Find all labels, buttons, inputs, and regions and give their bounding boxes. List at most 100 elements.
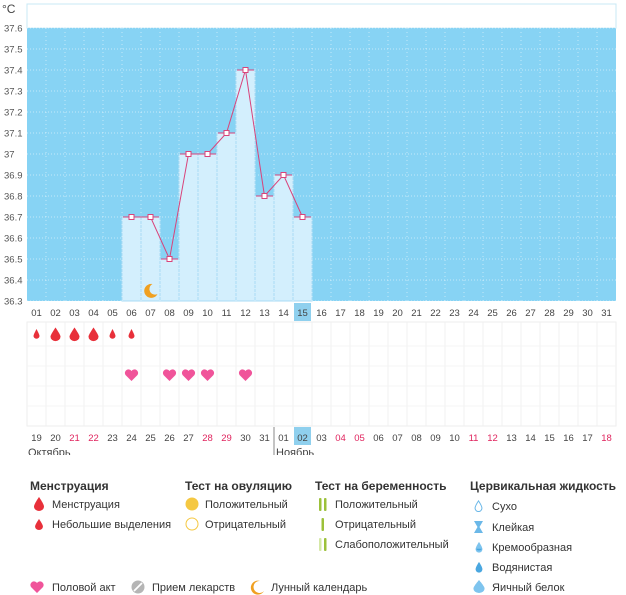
pill-icon — [131, 580, 145, 594]
temperature-bar — [235, 69, 256, 302]
legend-pregnancy-faint-item: Слабоположительный — [335, 539, 449, 551]
cycle-day-label: 30 — [582, 308, 593, 319]
temperature-bar — [178, 153, 199, 302]
plot-background — [27, 28, 616, 301]
cycle-day-label: 15 — [297, 308, 308, 319]
calendar-date-label: 12 — [487, 433, 498, 444]
legend-moon-item: Лунный календарь — [271, 582, 368, 594]
sticky-icon — [474, 521, 483, 533]
calendar-date-label: 10 — [449, 433, 460, 444]
calendar-date-label: 25 — [145, 433, 156, 444]
cycle-day-label: 08 — [164, 308, 175, 319]
month-label: Ноябрь — [276, 447, 314, 455]
calendar-date-label: 11 — [469, 433, 479, 444]
heart-icon — [200, 369, 215, 381]
legend-cervical-eggwhite-item: Яичный белок — [492, 582, 565, 594]
cycle-day-label: 24 — [468, 308, 479, 319]
pregnancy-negative-icon — [321, 518, 324, 531]
y-tick-label: 37.4 — [4, 66, 23, 77]
calendar-date-label: 19 — [31, 433, 42, 444]
cycle-day-label: 22 — [430, 308, 441, 319]
calendar-date-label: 28 — [202, 433, 213, 444]
pregnancy-positive-icon — [319, 498, 327, 511]
spotting-drop-icon — [128, 329, 135, 339]
legend-intercourse-item: Половой акт — [52, 582, 116, 594]
calendar-date-label: 20 — [50, 433, 61, 444]
calendar-date-label: 04 — [335, 433, 346, 444]
moon-icon — [250, 580, 264, 595]
cycle-day-label: 02 — [50, 308, 61, 319]
y-tick-label: 37.5 — [4, 45, 23, 56]
y-tick-label: 36.6 — [4, 234, 23, 245]
calendar-date-label: 21 — [69, 433, 80, 444]
cycle-day-label: 14 — [278, 308, 289, 319]
menstruation-drop-icon — [69, 327, 80, 342]
calendar-date-label: 14 — [525, 433, 536, 444]
cycle-day-label: 03 — [69, 308, 80, 319]
ovulation-positive-icon — [185, 497, 199, 511]
calendar-date-label: 23 — [107, 433, 118, 444]
temperature-point — [261, 193, 268, 199]
y-tick-label: 37.1 — [4, 129, 23, 140]
calendar-date-label: 22 — [88, 433, 99, 444]
temperature-bar — [216, 132, 237, 302]
current-date-highlight — [294, 427, 311, 445]
cycle-day-label: 09 — [183, 308, 194, 319]
calendar-date-label: 13 — [506, 433, 517, 444]
temperature-point — [166, 256, 173, 262]
calendar-date-label: 27 — [183, 433, 194, 444]
y-axis-unit: °C — [2, 2, 16, 16]
heart-icon — [162, 369, 177, 381]
current-day-highlight — [294, 303, 311, 321]
cycle-day-label: 13 — [259, 308, 270, 319]
legend-cervical-sticky-item: Клейкая — [492, 522, 535, 534]
cycle-day-label: 17 — [335, 308, 346, 319]
temperature-line — [131, 69, 303, 261]
egg-white-drop-icon — [473, 580, 485, 593]
temperature-bar — [273, 174, 294, 302]
temperature-point — [185, 151, 192, 157]
y-tick-label: 36.7 — [4, 213, 23, 224]
temperature-point — [204, 151, 211, 157]
legend-pregnancy-negative-item: Отрицательный — [335, 519, 416, 531]
cycle-day-label: 12 — [240, 308, 251, 319]
cycle-day-label: 28 — [544, 308, 555, 319]
bbt-chart: °C 37.6 37.5 37.4 37.3 37.2 37.1 37 36.9 36.8 36.7… — [2, 2, 617, 455]
legend-cervical-creamy-item: Кремообразная — [492, 542, 573, 554]
temperature-point — [223, 130, 230, 136]
cycle-day-label: 01 — [31, 308, 42, 319]
temperature-point — [299, 214, 306, 220]
calendar-date-label: 05 — [354, 433, 365, 444]
heart-icon — [30, 581, 44, 593]
legend-cervical-watery-item: Водянистая — [492, 562, 553, 574]
pregnancy-faint-icon — [319, 538, 327, 551]
y-tick-label: 37 — [4, 150, 15, 161]
temperature-bar — [197, 153, 218, 302]
calendar-date-label: 15 — [544, 433, 555, 444]
plot-top-area — [26, 3, 617, 29]
heart-icon — [238, 369, 253, 381]
temperature-bar — [254, 195, 275, 302]
cycle-day-label: 07 — [145, 308, 156, 319]
legend-ovulation-negative-item: Отрицательный — [205, 519, 286, 531]
moon-icon — [144, 283, 158, 298]
small-drop-icon — [35, 519, 43, 530]
calendar-date-label: 08 — [411, 433, 422, 444]
drop-icon — [34, 497, 44, 511]
calendar-date-label: 29 — [221, 433, 232, 444]
legend-medication-item: Прием лекарств — [152, 582, 236, 594]
calendar-date-label: 31 — [259, 433, 270, 444]
menstruation-drop-icon — [88, 327, 99, 342]
legend-menstruation-title: Менструация — [30, 479, 109, 493]
cycle-day-label: 23 — [449, 308, 460, 319]
cycle-day-label: 16 — [316, 308, 327, 319]
legend-pregnancy-title: Тест на беременность — [315, 479, 447, 493]
cycle-day-label: 25 — [487, 308, 498, 319]
calendar-date-label: 03 — [316, 433, 327, 444]
cycle-day-label: 05 — [107, 308, 118, 319]
temperature-point — [280, 172, 287, 178]
y-tick-label: 36.9 — [4, 171, 23, 182]
temperature-point — [242, 67, 249, 73]
cycle-day-label: 11 — [222, 308, 232, 319]
cycle-day-label: 10 — [202, 308, 213, 319]
